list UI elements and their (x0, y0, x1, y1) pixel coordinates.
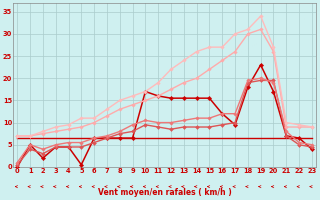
X-axis label: Vent moyen/en rafales ( km/h ): Vent moyen/en rafales ( km/h ) (98, 188, 231, 197)
